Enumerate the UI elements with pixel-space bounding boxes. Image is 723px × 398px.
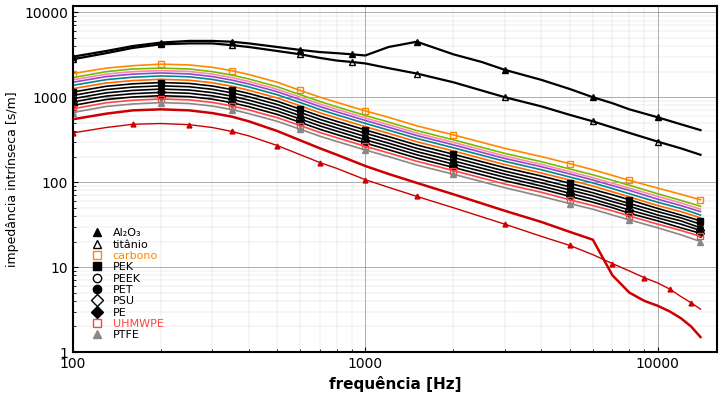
X-axis label: frequência [Hz]: frequência [Hz]	[329, 377, 461, 392]
Y-axis label: impedância intrínseca [s/m]: impedância intrínseca [s/m]	[6, 91, 19, 267]
Legend: Al₂O₃, titânio, carbono, PEK, PEEK, PET, PSU, PE, UHMWPE, PTFE: Al₂O₃, titânio, carbono, PEK, PEEK, PET,…	[82, 224, 168, 345]
